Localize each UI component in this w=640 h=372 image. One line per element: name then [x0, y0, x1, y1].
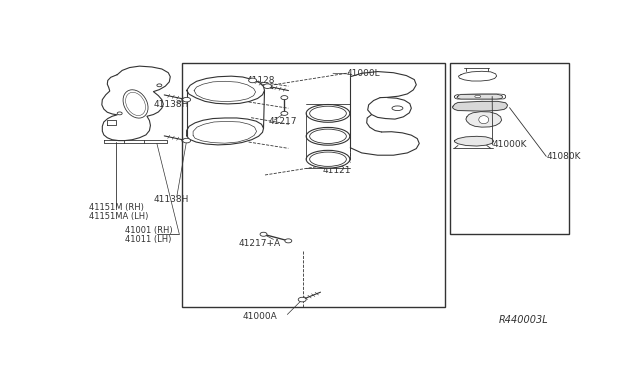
Polygon shape	[187, 76, 264, 104]
Text: 41000A: 41000A	[243, 312, 277, 321]
Polygon shape	[457, 94, 502, 99]
Circle shape	[281, 111, 288, 115]
Polygon shape	[187, 118, 264, 145]
Ellipse shape	[123, 90, 148, 118]
Circle shape	[182, 138, 191, 143]
Text: 41011 (LH): 41011 (LH)	[125, 235, 171, 244]
Circle shape	[182, 97, 191, 102]
Text: 41151MA (LH): 41151MA (LH)	[89, 212, 148, 221]
Ellipse shape	[479, 116, 489, 124]
Ellipse shape	[306, 150, 350, 168]
Ellipse shape	[306, 128, 350, 145]
Polygon shape	[454, 94, 506, 100]
Polygon shape	[108, 120, 116, 125]
Polygon shape	[466, 112, 502, 127]
Text: 41121: 41121	[323, 166, 351, 175]
Text: 41000L: 41000L	[347, 69, 380, 78]
Text: 41080K: 41080K	[547, 152, 580, 161]
Circle shape	[281, 96, 288, 100]
Ellipse shape	[157, 84, 162, 87]
Polygon shape	[102, 66, 170, 141]
Polygon shape	[452, 101, 508, 111]
Circle shape	[264, 84, 271, 89]
Text: R440003L: R440003L	[499, 315, 548, 325]
Polygon shape	[454, 136, 493, 146]
Circle shape	[260, 232, 267, 236]
Ellipse shape	[392, 106, 403, 110]
Text: 41217: 41217	[269, 118, 297, 126]
Text: 41001 (RH): 41001 (RH)	[125, 226, 172, 235]
Bar	[182, 63, 445, 307]
Polygon shape	[104, 140, 167, 142]
Circle shape	[248, 78, 257, 83]
Circle shape	[285, 239, 292, 243]
Ellipse shape	[475, 95, 481, 97]
Circle shape	[298, 297, 306, 302]
Text: 41138H: 41138H	[154, 100, 189, 109]
Ellipse shape	[306, 105, 350, 122]
Bar	[449, 63, 568, 234]
Ellipse shape	[117, 112, 122, 115]
Text: 41151M (RH): 41151M (RH)	[89, 203, 144, 212]
Text: 41217+A: 41217+A	[239, 239, 281, 248]
Text: 41128: 41128	[246, 76, 275, 85]
Text: 41000K: 41000K	[493, 140, 527, 150]
Text: 41138H: 41138H	[154, 195, 189, 204]
